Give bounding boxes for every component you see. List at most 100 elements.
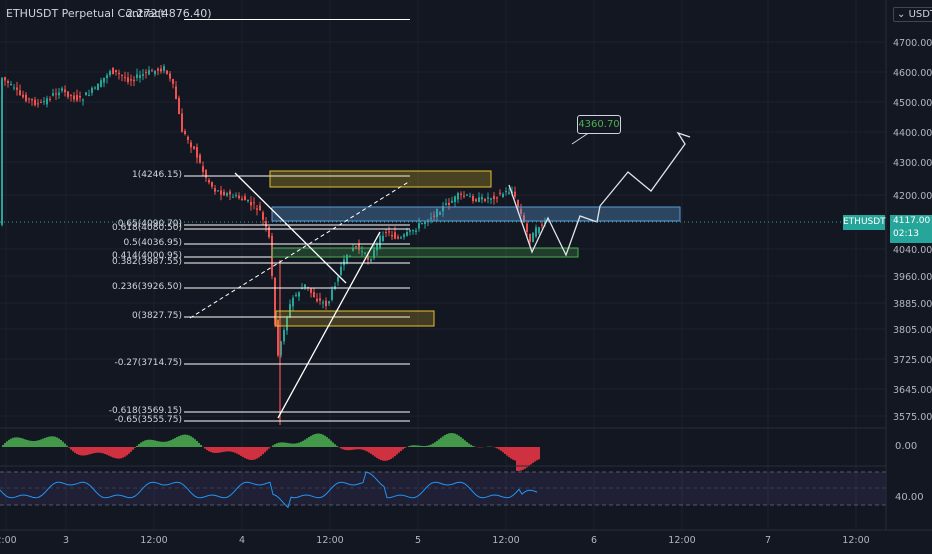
- candle-body[interactable]: [451, 201, 453, 203]
- candle-body[interactable]: [370, 259, 372, 261]
- candle-body[interactable]: [448, 203, 450, 205]
- currency-badge[interactable]: ⌄ USDT: [893, 7, 932, 22]
- candle-body[interactable]: [49, 99, 51, 100]
- candle-body[interactable]: [295, 295, 297, 296]
- candle-body[interactable]: [199, 155, 201, 163]
- candle-body[interactable]: [331, 289, 333, 299]
- candle-body[interactable]: [463, 196, 465, 197]
- candle-body[interactable]: [145, 72, 147, 73]
- candle-body[interactable]: [139, 75, 141, 78]
- candlestick-series[interactable]: [1, 64, 546, 425]
- candle-body[interactable]: [133, 80, 135, 81]
- candle-body[interactable]: [475, 199, 477, 201]
- candle-body[interactable]: [388, 231, 390, 232]
- candle-body[interactable]: [238, 196, 240, 199]
- candle-body[interactable]: [319, 298, 321, 300]
- candle-body[interactable]: [46, 98, 48, 104]
- candle-body[interactable]: [4, 77, 6, 80]
- candle-body[interactable]: [112, 68, 114, 74]
- candle-body[interactable]: [175, 86, 177, 98]
- candle-body[interactable]: [382, 236, 384, 241]
- candle-body[interactable]: [262, 212, 264, 219]
- candle-body[interactable]: [415, 230, 417, 232]
- candle-body[interactable]: [103, 78, 105, 83]
- candle-body[interactable]: [292, 298, 294, 306]
- candle-body[interactable]: [316, 299, 318, 301]
- candle-body[interactable]: [10, 84, 12, 85]
- candle-body[interactable]: [13, 87, 15, 88]
- candle-body[interactable]: [40, 102, 42, 103]
- candle-body[interactable]: [136, 74, 138, 77]
- triangle-upper-line[interactable]: [235, 173, 346, 283]
- candle-body[interactable]: [340, 267, 342, 275]
- candle-body[interactable]: [247, 200, 249, 201]
- candle-body[interactable]: [508, 192, 510, 193]
- candle-body[interactable]: [124, 77, 126, 78]
- candle-body[interactable]: [58, 93, 60, 96]
- candle-body[interactable]: [253, 202, 255, 203]
- candle-body[interactable]: [394, 232, 396, 238]
- candle-body[interactable]: [259, 205, 261, 210]
- target-price-callout[interactable]: 4360.70: [577, 115, 621, 134]
- candle-body[interactable]: [328, 301, 330, 303]
- candle-body[interactable]: [313, 292, 315, 297]
- candle-body[interactable]: [205, 170, 207, 178]
- candle-body[interactable]: [178, 98, 180, 114]
- candle-body[interactable]: [94, 88, 96, 89]
- candle-body[interactable]: [184, 131, 186, 134]
- candle-body[interactable]: [502, 194, 504, 197]
- candle-body[interactable]: [214, 188, 216, 191]
- resistance-zone-top[interactable]: [270, 171, 491, 187]
- candle-body[interactable]: [469, 196, 471, 197]
- macd-histogram[interactable]: [2, 433, 540, 471]
- candle-body[interactable]: [172, 79, 174, 84]
- candle-body[interactable]: [70, 95, 72, 96]
- candle-body[interactable]: [445, 203, 447, 205]
- candle-body[interactable]: [76, 95, 78, 101]
- candle-body[interactable]: [283, 330, 285, 341]
- candle-body[interactable]: [505, 191, 507, 192]
- candle-body[interactable]: [220, 190, 222, 194]
- candle-body[interactable]: [73, 95, 75, 99]
- candle-body[interactable]: [196, 147, 198, 158]
- candle-body[interactable]: [385, 232, 387, 233]
- candle-body[interactable]: [250, 202, 252, 205]
- candle-body[interactable]: [28, 99, 30, 100]
- candle-body[interactable]: [121, 75, 123, 76]
- candle-body[interactable]: [391, 235, 393, 236]
- candle-body[interactable]: [25, 95, 27, 101]
- candle-body[interactable]: [148, 70, 150, 74]
- candle-body[interactable]: [244, 196, 246, 200]
- candle-body[interactable]: [52, 93, 54, 95]
- candle-body[interactable]: [106, 75, 108, 78]
- candle-body[interactable]: [151, 70, 153, 71]
- candle-body[interactable]: [490, 198, 492, 199]
- candle-body[interactable]: [535, 227, 537, 236]
- candle-body[interactable]: [160, 69, 162, 72]
- candle-body[interactable]: [322, 302, 324, 303]
- candle-body[interactable]: [193, 146, 195, 148]
- candle-body[interactable]: [541, 224, 543, 225]
- candle-body[interactable]: [397, 237, 399, 239]
- candle-body[interactable]: [412, 230, 414, 231]
- candle-body[interactable]: [304, 284, 306, 287]
- candle-body[interactable]: [403, 235, 405, 237]
- candle-body[interactable]: [55, 93, 57, 94]
- candle-body[interactable]: [67, 91, 69, 97]
- candle-body[interactable]: [409, 230, 411, 232]
- candle-body[interactable]: [37, 103, 39, 104]
- candle-body[interactable]: [19, 90, 21, 95]
- candle-body[interactable]: [166, 70, 168, 73]
- candle-body[interactable]: [496, 197, 498, 198]
- candle-body[interactable]: [223, 192, 225, 195]
- candle-body[interactable]: [337, 277, 339, 282]
- candle-body[interactable]: [22, 95, 24, 97]
- candle-body[interactable]: [100, 80, 102, 87]
- candle-body[interactable]: [82, 100, 84, 101]
- candle-body[interactable]: [91, 88, 93, 93]
- candle-body[interactable]: [229, 191, 231, 194]
- candle-body[interactable]: [493, 196, 495, 199]
- candle-body[interactable]: [310, 289, 312, 293]
- candle-body[interactable]: [268, 227, 270, 237]
- candle-body[interactable]: [481, 197, 483, 199]
